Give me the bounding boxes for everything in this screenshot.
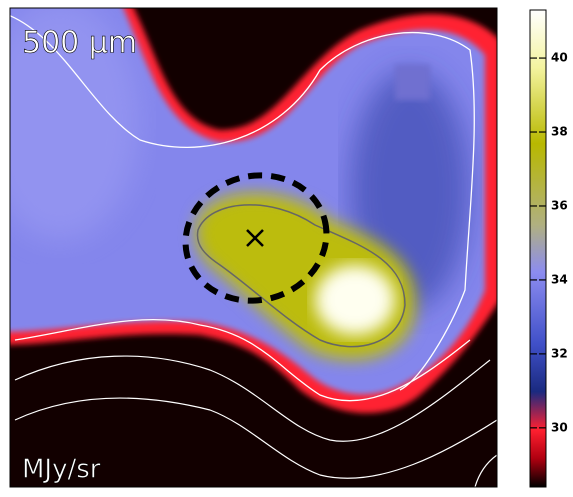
colorbar [529, 9, 547, 488]
colorbar-tick-label: 32 [551, 346, 568, 360]
wavelength-label: 500 μm [22, 26, 137, 61]
colorbar-tick-label: 40 [551, 51, 568, 65]
colorbar-tick-label: 34 [551, 272, 568, 286]
unit-label: MJy/sr [22, 455, 101, 485]
colorbar-tick-label: 38 [551, 125, 568, 139]
map [10, 8, 497, 487]
colorbar-tick-label: 36 [551, 198, 568, 212]
colorbar-tick-label: 30 [551, 420, 568, 434]
